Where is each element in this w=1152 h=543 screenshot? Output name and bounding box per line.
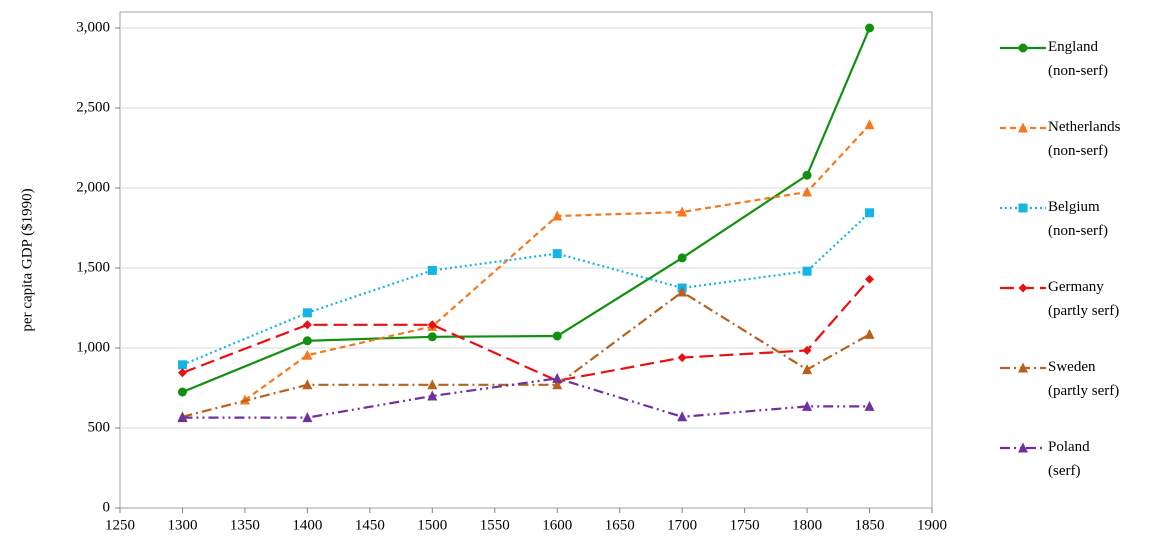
plot-frame xyxy=(119,11,933,509)
marker xyxy=(302,412,313,423)
legend-marker xyxy=(1018,362,1028,373)
legend-label: Netherlands (non-serf) xyxy=(1048,119,1121,159)
marker xyxy=(427,332,437,342)
marker xyxy=(302,320,312,330)
x-tick-label: 1400 xyxy=(292,517,322,533)
x-tick-label: 1550 xyxy=(480,517,510,533)
y-tick-label: 0 xyxy=(103,499,111,515)
y-tick-label: 500 xyxy=(88,419,111,435)
legend-marker xyxy=(1018,43,1028,53)
legend-label: Sweden (partly serf) xyxy=(1048,359,1119,399)
x-tick-label: 1900 xyxy=(917,517,947,533)
marker xyxy=(552,379,563,390)
y-tick-label: 1,500 xyxy=(76,259,110,275)
y-axis-title: per capita GDP ($1990) xyxy=(19,188,35,331)
x-tick-label: 1750 xyxy=(730,517,760,533)
series-line xyxy=(182,27,871,394)
marker xyxy=(302,349,313,360)
marker xyxy=(302,336,312,346)
marker xyxy=(802,364,813,375)
legend-label-line: Netherlands xyxy=(1048,119,1121,135)
marker xyxy=(302,379,313,390)
marker xyxy=(177,387,187,397)
marker xyxy=(677,286,688,297)
marker xyxy=(864,119,875,130)
y-tick-label: 3,000 xyxy=(76,19,110,35)
legend-label: Germany (partly serf) xyxy=(1048,279,1119,319)
series-line xyxy=(244,124,871,401)
y-tick-label: 1,000 xyxy=(76,339,110,355)
x-tick-label: 1350 xyxy=(230,517,260,533)
legend-marker xyxy=(1018,283,1028,293)
marker xyxy=(427,265,437,275)
marker xyxy=(802,170,812,180)
marker xyxy=(677,253,687,263)
marker xyxy=(864,328,875,339)
marker xyxy=(677,353,687,363)
marker xyxy=(552,210,563,221)
legend-label-line: Sweden xyxy=(1048,359,1096,375)
marker xyxy=(427,320,437,330)
marker xyxy=(177,360,187,370)
x-tick-label: 1300 xyxy=(167,517,197,533)
marker xyxy=(677,411,688,422)
legend-marker xyxy=(1018,203,1028,213)
marker xyxy=(802,400,813,411)
legend-label-line: (non-serf) xyxy=(1048,223,1108,239)
y-tick-label: 2,500 xyxy=(76,99,110,115)
marker xyxy=(865,208,875,218)
x-tick-label: 1700 xyxy=(667,517,697,533)
legend-label: Poland (serf) xyxy=(1048,439,1090,479)
legend-label-line: England xyxy=(1048,39,1098,55)
marker xyxy=(427,390,438,401)
marker xyxy=(552,331,562,341)
x-tick-label: 1500 xyxy=(417,517,447,533)
legend-label-line: Belgium xyxy=(1048,199,1100,215)
marker xyxy=(865,274,875,284)
x-tick-label: 1650 xyxy=(605,517,635,533)
marker xyxy=(864,400,875,411)
marker xyxy=(802,266,812,276)
legend-marker xyxy=(1018,442,1028,453)
x-tick-label: 1250 xyxy=(105,517,135,533)
x-tick-label: 1850 xyxy=(855,517,885,533)
marker xyxy=(552,372,563,383)
legend-label-line: (non-serf) xyxy=(1048,63,1108,79)
legend-marker xyxy=(1018,122,1028,133)
x-tick-label: 1800 xyxy=(792,517,822,533)
legend-label-line: (partly serf) xyxy=(1048,303,1119,319)
legend-label-line: Poland xyxy=(1048,439,1090,455)
marker xyxy=(802,186,813,197)
x-tick-label: 1450 xyxy=(355,517,385,533)
legend-label-line: (serf) xyxy=(1048,463,1080,479)
y-tick-label: 2,000 xyxy=(76,179,110,195)
series-line xyxy=(182,211,871,366)
series-line xyxy=(182,290,871,418)
legend-label-line: (partly serf) xyxy=(1048,383,1119,399)
marker xyxy=(177,412,188,423)
marker xyxy=(552,249,562,259)
marker xyxy=(802,345,812,355)
legend-label: Belgium (non-serf) xyxy=(1048,199,1108,239)
legend-label: England (non-serf) xyxy=(1048,39,1108,79)
legend-label-line: Germany xyxy=(1048,279,1104,295)
marker xyxy=(427,379,438,390)
marker xyxy=(865,23,875,33)
marker xyxy=(177,368,187,378)
marker xyxy=(677,206,688,217)
x-tick-label: 1600 xyxy=(542,517,572,533)
legend-label-line: (non-serf) xyxy=(1048,143,1108,159)
series-line xyxy=(182,278,871,382)
marker xyxy=(302,308,312,318)
